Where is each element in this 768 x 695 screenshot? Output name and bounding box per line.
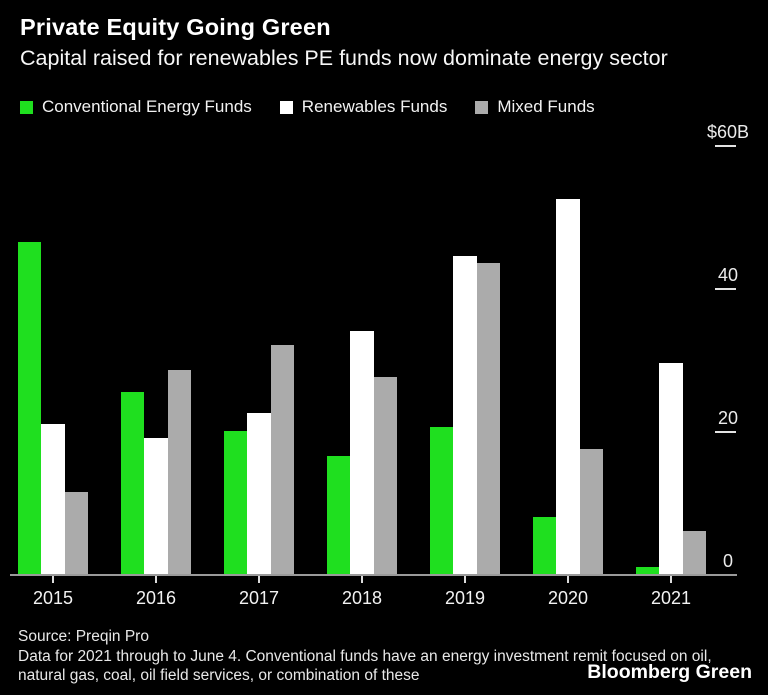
x-axis-line [10,574,737,576]
bar-2016-renewables [144,438,168,574]
bar-2018-mixed [373,377,398,574]
y-axis-label-20: 20 [717,408,739,428]
legend-item-renewables: Renewables Funds [279,97,448,117]
legend-label: Renewables Funds [301,97,448,116]
x-axis-label-2021: 2021 [650,588,692,608]
legend-label: Conventional Energy Funds [42,97,252,116]
bar-2016-conventional [120,392,145,574]
bar-2017-mixed [270,345,295,574]
x-axis-label-2015: 2015 [32,588,74,608]
x-axis-tick [464,576,466,583]
bar-2020-conventional [532,517,557,574]
y-axis-label-60: $60B [706,122,750,142]
bar-2020-mixed [579,449,604,574]
x-axis-label-2017: 2017 [238,588,280,608]
x-axis-label-2018: 2018 [341,588,383,608]
legend-item-conventional: Conventional Energy Funds [20,97,252,117]
source-note: Source: Preqin Pro [18,628,149,645]
y-axis-tick [715,288,736,290]
footnote-line1: Data for 2021 through to June 4. Convent… [18,648,712,665]
x-axis-tick [361,576,363,583]
y-axis-label-0: 0 [722,551,734,571]
chart-subtitle: Capital raised for renewables PE funds n… [20,46,668,70]
bar-2019-mixed [476,263,501,574]
bar-2021-conventional [635,567,660,574]
x-axis-label-2016: 2016 [135,588,177,608]
bar-2017-renewables [247,413,271,574]
footnote-line2: natural gas, coal, oil field services, o… [18,667,420,684]
x-axis-label-2020: 2020 [547,588,589,608]
legend: Conventional Energy Funds Renewables Fun… [20,97,595,117]
bar-2020-renewables [556,199,580,574]
y-axis-tick [715,145,736,147]
x-axis-tick [155,576,157,583]
bar-2018-renewables [350,331,374,574]
y-axis-label-40: 40 [717,265,739,285]
bar-2015-renewables [41,424,65,574]
x-axis-tick [52,576,54,583]
bar-2021-renewables [659,363,683,574]
x-axis-label-2019: 2019 [444,588,486,608]
chart-title: Private Equity Going Green [20,14,331,40]
x-axis-tick [567,576,569,583]
legend-swatch-green-icon [20,100,33,114]
y-axis-tick [715,431,736,433]
bar-2015-conventional [17,242,42,574]
bar-2015-mixed [64,492,89,574]
bar-2018-conventional [326,456,351,574]
bar-2019-conventional [429,427,454,574]
brand-logo: Bloomberg Green [587,661,752,683]
legend-item-mixed: Mixed Funds [475,97,595,117]
legend-swatch-gray-icon [475,100,489,114]
bar-2016-mixed [167,370,192,574]
x-axis-tick [258,576,260,583]
legend-label: Mixed Funds [497,97,595,116]
bar-2017-conventional [223,431,248,574]
bar-2019-renewables [453,256,477,574]
legend-swatch-white-icon [279,100,293,114]
bar-2021-mixed [682,531,707,574]
x-axis-tick [670,576,672,583]
